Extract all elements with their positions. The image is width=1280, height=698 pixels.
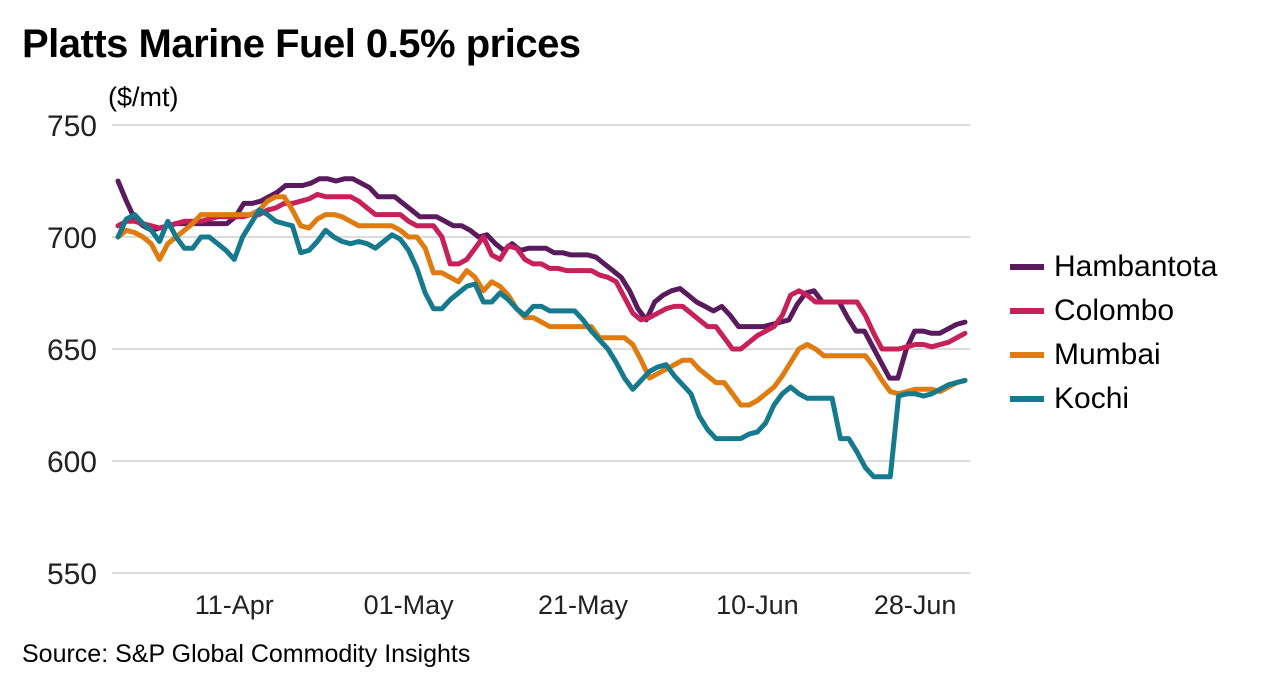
series-line-colombo (115, 191, 968, 352)
legend-swatch (1010, 352, 1044, 358)
legend: Hambantota Colombo Mumbai Kochi (1010, 245, 1217, 421)
legend-label: Kochi (1054, 382, 1130, 415)
legend-label: Mumbai (1054, 338, 1161, 371)
source-note: Source: S&P Global Commodity Insights (22, 640, 471, 668)
x-tick-label: 28-Jun (874, 590, 957, 620)
chart-title: Platts Marine Fuel 0.5% prices (22, 22, 581, 66)
legend-item-kochi: Kochi (1010, 377, 1217, 421)
legend-label: Hambantota (1054, 250, 1218, 283)
y-tick-label: 750 (47, 110, 97, 143)
legend-swatch (1010, 396, 1044, 402)
y-tick-label: 600 (47, 446, 97, 479)
x-tick-label: 21-May (538, 590, 629, 620)
legend-label: Colombo (1054, 294, 1175, 327)
x-tick-label: 10-Jun (716, 590, 799, 620)
y-tick-label: 650 (47, 334, 97, 367)
x-tick-label: 11-Apr (195, 590, 274, 620)
y-tick-label: 700 (47, 222, 97, 255)
legend-swatch (1010, 264, 1044, 270)
legend-swatch (1010, 308, 1044, 314)
legend-item-mumbai: Mumbai (1010, 333, 1217, 377)
legend-item-hambantota: Hambantota (1010, 245, 1217, 289)
series-line-kochi (115, 207, 968, 480)
y-axis-label: ($/mt) (108, 82, 179, 112)
legend-item-colombo: Colombo (1010, 289, 1217, 333)
x-tick-label: 01-May (364, 590, 455, 620)
y-tick-label: 550 (47, 558, 97, 591)
